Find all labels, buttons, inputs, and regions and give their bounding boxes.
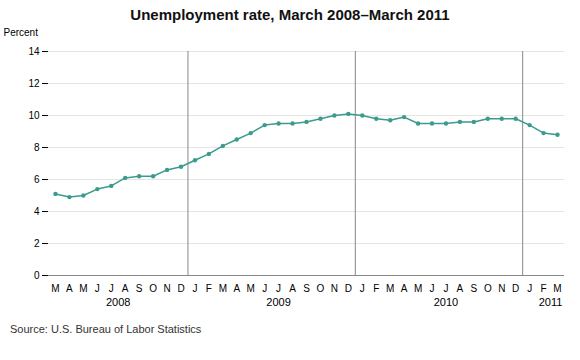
svg-text:J: J [262,283,267,294]
svg-text:J: J [192,283,197,294]
svg-text:6: 6 [34,174,40,185]
svg-text:Percent: Percent [4,27,39,38]
svg-text:N: N [163,283,170,294]
svg-text:F: F [541,283,547,294]
svg-text:M: M [553,283,561,294]
html-text:Source: U.S. Bureau of Labor S: Source: U.S. Bureau of Labor Statistics [10,323,202,335]
svg-text:10: 10 [28,110,40,121]
svg-text:F: F [373,283,379,294]
svg-text:A: A [122,283,129,294]
svg-text:J: J [527,283,532,294]
svg-text:D: D [345,283,352,294]
svg-text:M: M [247,283,255,294]
svg-text:A: A [401,283,408,294]
svg-text:14: 14 [28,46,40,57]
svg-text:O: O [484,283,492,294]
svg-text:D: D [177,283,184,294]
svg-text:O: O [317,283,325,294]
svg-text:12: 12 [28,78,40,89]
svg-text:J: J [360,283,365,294]
svg-text:J: J [430,283,435,294]
svg-text:M: M [414,283,422,294]
svg-text:M: M [51,283,59,294]
svg-text:2009: 2009 [266,296,290,308]
svg-text:D: D [512,283,519,294]
svg-text:0: 0 [34,270,40,281]
svg-text:M: M [79,283,87,294]
svg-text:M: M [219,283,227,294]
svg-text:J: J [276,283,281,294]
svg-text:M: M [386,283,394,294]
svg-text:A: A [289,283,296,294]
svg-text:A: A [457,283,464,294]
svg-text:A: A [233,283,240,294]
svg-text:J: J [109,283,114,294]
svg-text:J: J [95,283,100,294]
svg-text:4: 4 [34,206,40,217]
svg-text:8: 8 [34,142,40,153]
svg-text:2011: 2011 [539,296,563,308]
svg-text:N: N [331,283,338,294]
svg-text:S: S [136,283,143,294]
svg-text:S: S [471,283,478,294]
html-text:Unemployment rate, March 2008–: Unemployment rate, March 2008–March 2011 [130,6,450,23]
svg-text:J: J [443,283,448,294]
svg-text:2008: 2008 [106,296,130,308]
svg-text:F: F [206,283,212,294]
svg-text:N: N [498,283,505,294]
svg-text:2010: 2010 [434,296,458,308]
svg-text:S: S [303,283,310,294]
svg-text:2: 2 [34,238,40,249]
svg-text:A: A [66,283,73,294]
svg-text:O: O [149,283,157,294]
